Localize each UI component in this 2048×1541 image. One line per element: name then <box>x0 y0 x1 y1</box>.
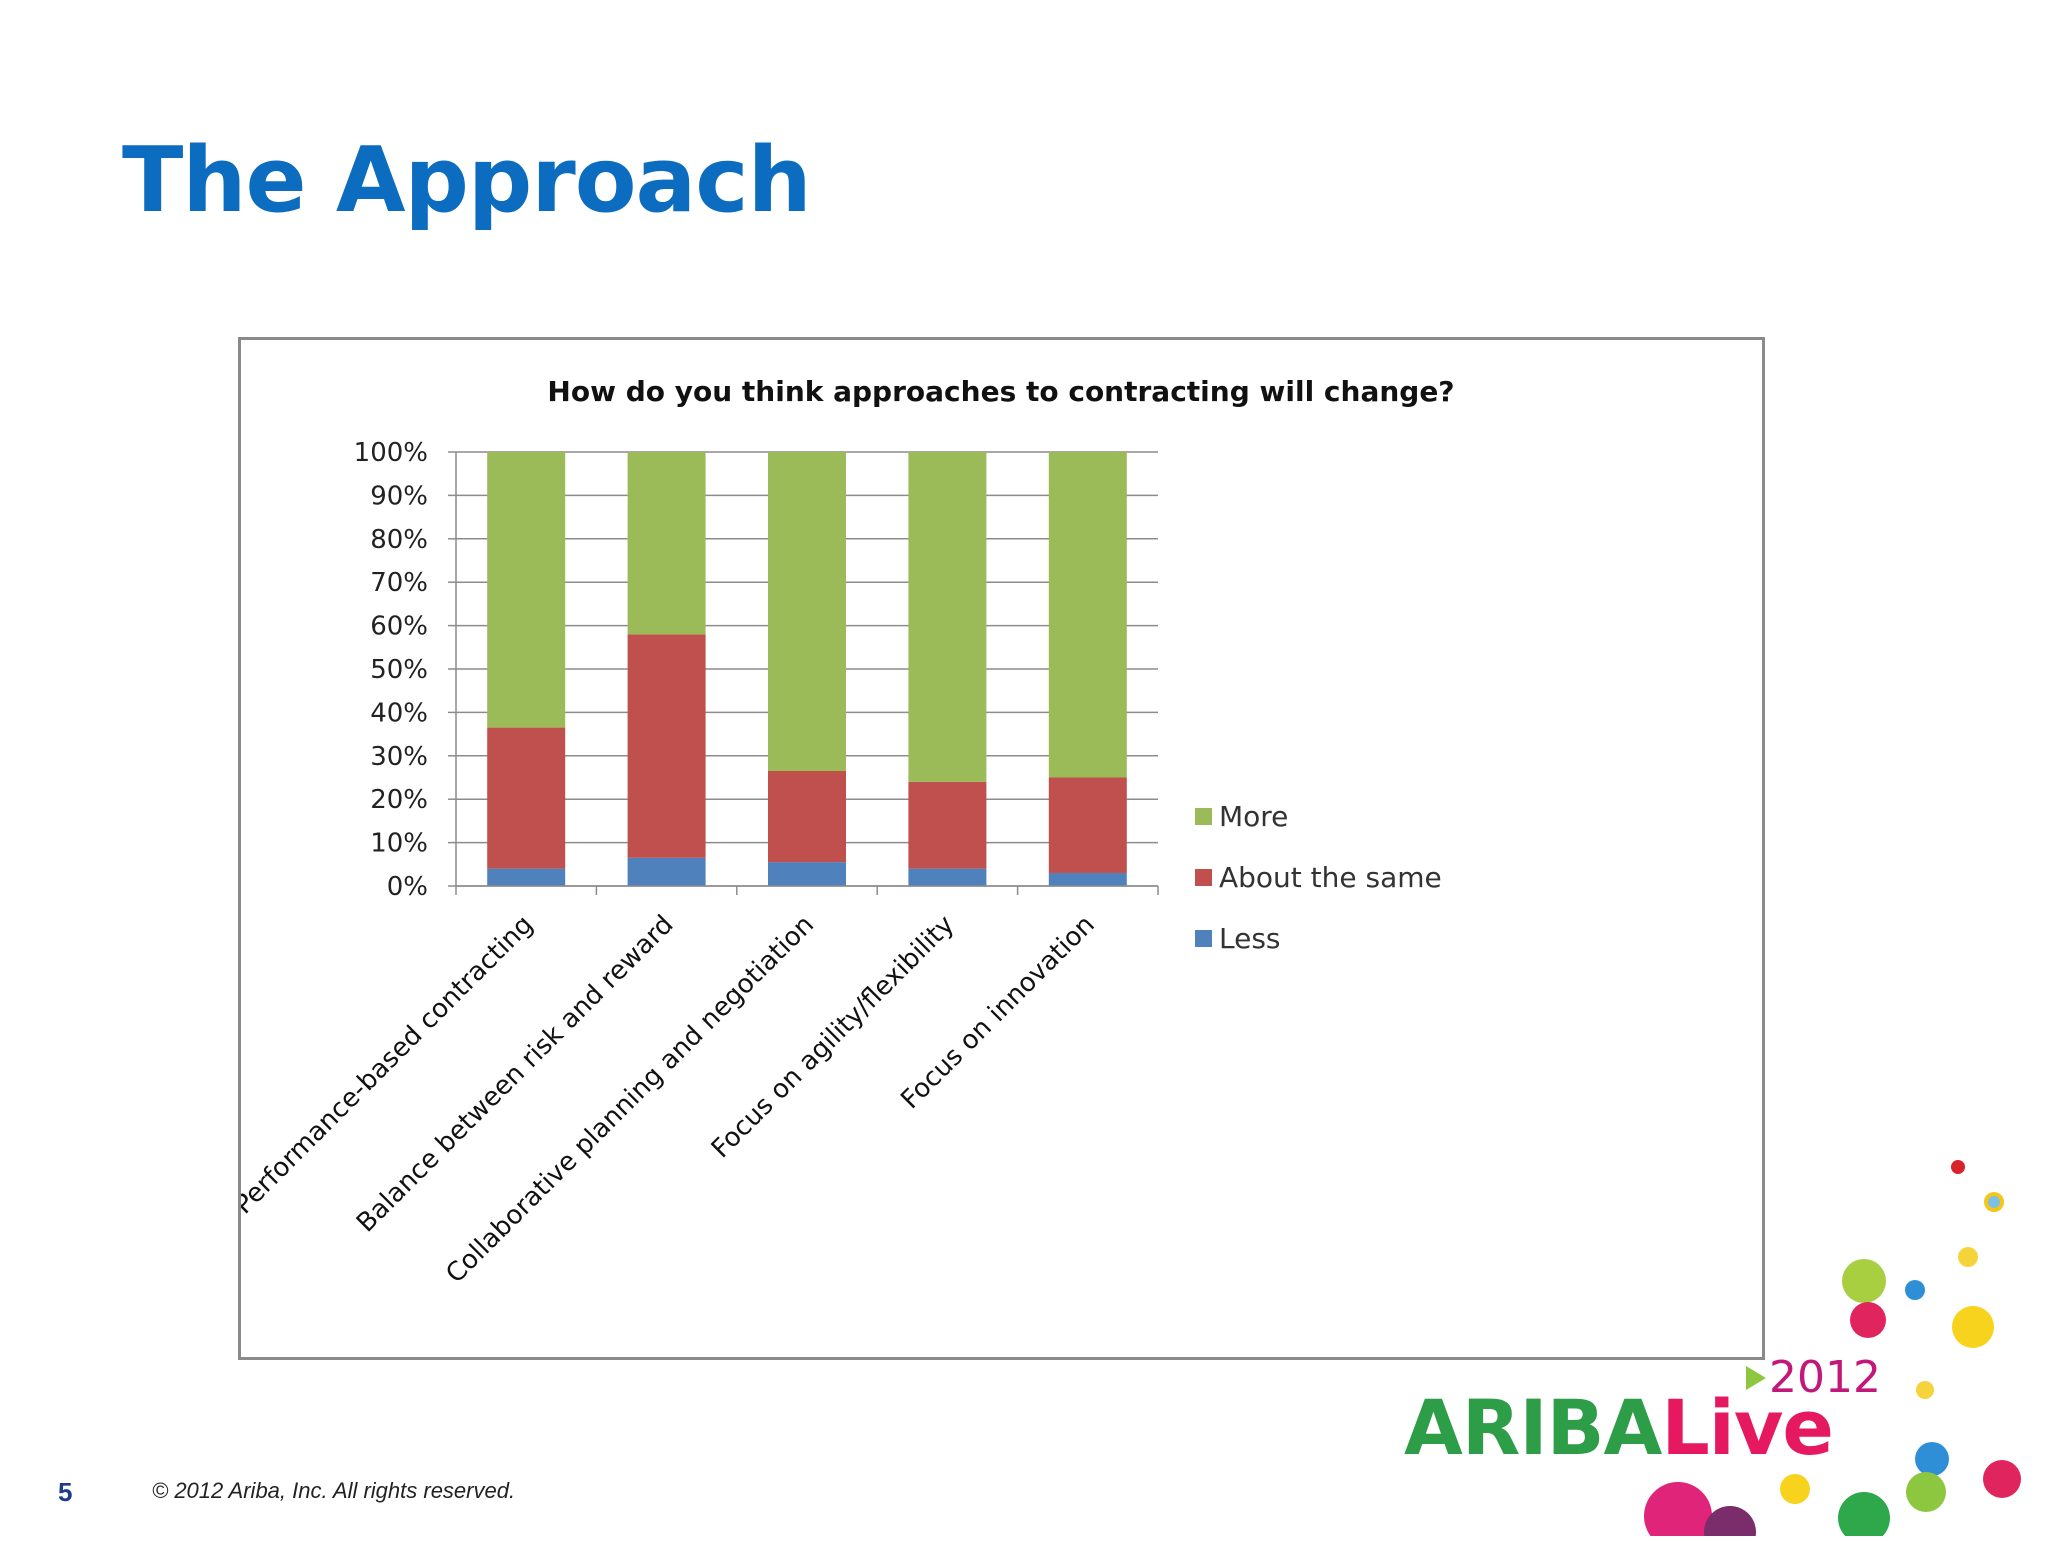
category-label: Balance between risk and reward <box>351 910 680 1239</box>
legend-swatch <box>1195 808 1212 825</box>
y-tick-label: 80% <box>370 525 428 555</box>
bar-segment-about-the-same <box>768 770 846 863</box>
page-number: 5 <box>58 1477 73 1507</box>
play-triangle-icon <box>1746 1366 1766 1390</box>
chart-title: How do you think approaches to contracti… <box>547 375 1454 408</box>
bar-segment-less <box>768 862 846 886</box>
bar-segment-more <box>627 452 706 635</box>
legend-swatch <box>1195 930 1212 947</box>
ariba-live-logo: 2012 ARIBALive <box>1390 1140 2048 1541</box>
bar-segment-more <box>487 452 566 728</box>
confetti-dots-icon <box>1644 1160 2021 1541</box>
y-tick-label: 50% <box>370 655 428 685</box>
y-tick-label: 60% <box>370 612 428 642</box>
logo-year: 2012 <box>1769 1352 1881 1403</box>
logo-brand: ARIBALive <box>1404 1383 1833 1472</box>
bar-segment-less <box>1048 872 1127 886</box>
bar-segment-about-the-same <box>487 727 566 869</box>
bar-segment-more <box>1048 452 1127 778</box>
slide-title: The Approach <box>122 128 812 233</box>
bar-segment-more <box>908 452 987 782</box>
bar-segment-less <box>627 857 706 886</box>
bar-segment-about-the-same <box>1048 777 1127 873</box>
bar-segment-about-the-same <box>908 781 987 869</box>
category-label: Focus on agility/flexibility <box>706 910 960 1164</box>
legend-swatch <box>1195 869 1212 886</box>
legend-label: More <box>1219 800 1288 833</box>
bars <box>487 452 1127 886</box>
chart-frame: How do you think approaches to contracti… <box>238 337 1765 1360</box>
bar-segment-less <box>908 868 987 886</box>
stacked-bar-chart: How do you think approaches to contracti… <box>241 375 1455 1289</box>
copyright-notice: © 2012 Ariba, Inc. All rights reserved. <box>152 1478 516 1503</box>
bar-segment-about-the-same <box>627 634 706 858</box>
bar-segment-less <box>487 868 566 886</box>
legend: More About the same Less <box>1195 800 1442 955</box>
y-tick-label: 0% <box>387 872 428 902</box>
legend-label: Less <box>1219 922 1281 955</box>
y-tick-label: 70% <box>370 568 428 598</box>
y-tick-label: 20% <box>370 785 428 815</box>
y-tick-label: 30% <box>370 742 428 772</box>
legend-label: About the same <box>1219 861 1442 894</box>
y-tick-label: 10% <box>370 829 428 859</box>
logo-graphic: 2012 ARIBALive <box>1404 1160 2021 1541</box>
y-tick-label: 100% <box>354 438 428 468</box>
y-tick-label: 90% <box>370 481 428 511</box>
y-tick-label: 40% <box>370 698 428 728</box>
bar-segment-more <box>768 452 846 771</box>
category-label: Performance-based contracting <box>241 910 539 1220</box>
